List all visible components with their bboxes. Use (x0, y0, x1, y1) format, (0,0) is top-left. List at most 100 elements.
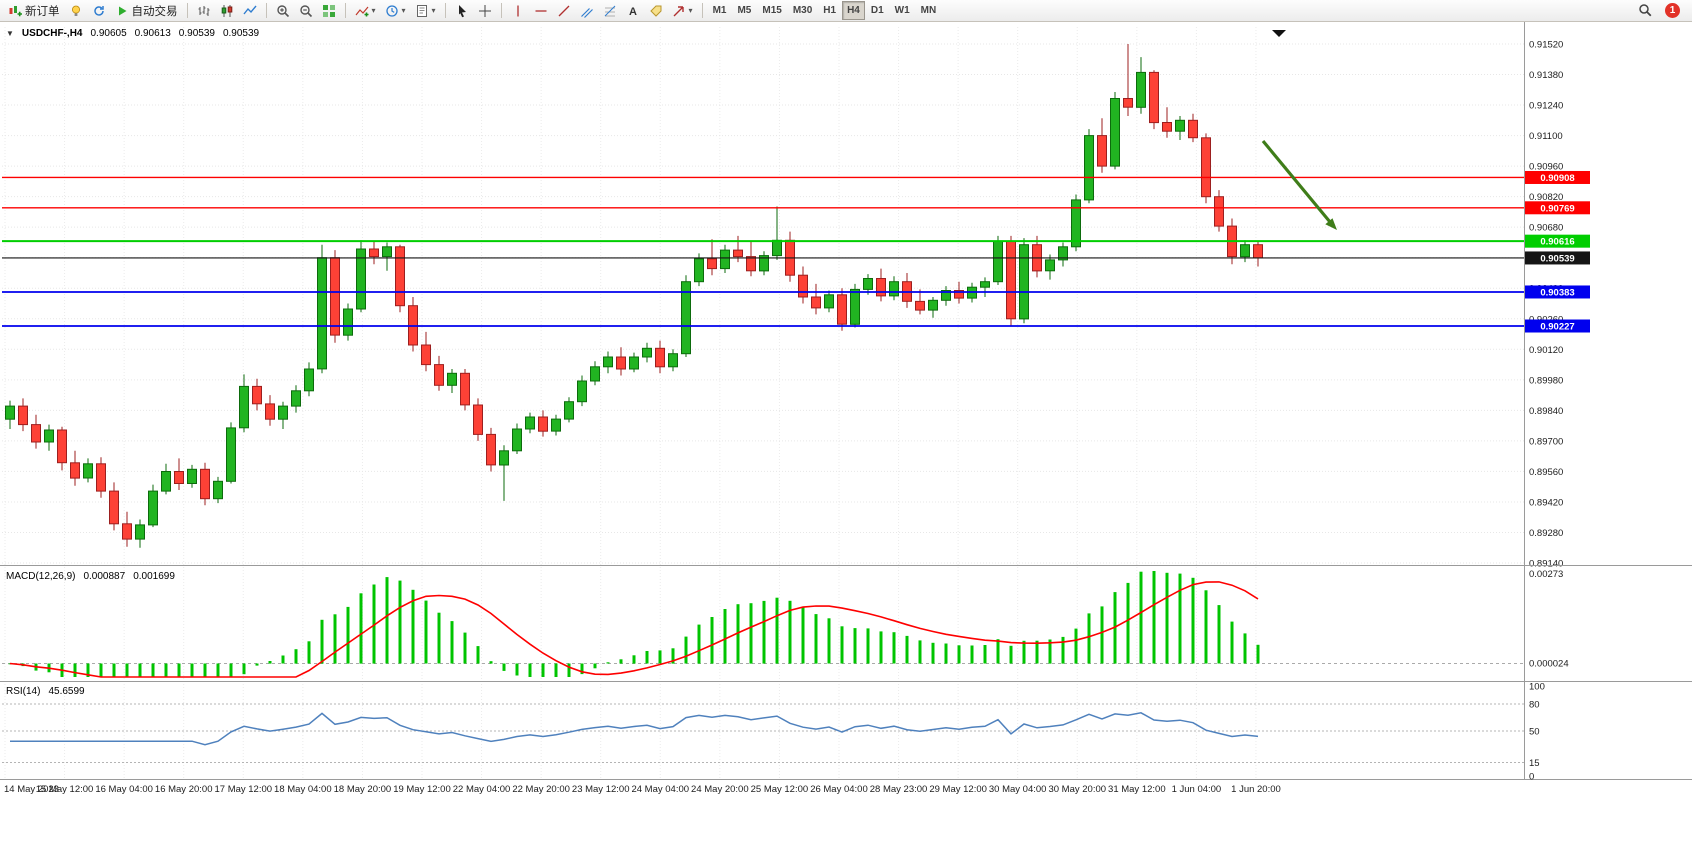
time-axis-label: 26 May 04:00 (810, 784, 868, 795)
vertical-line-button[interactable] (507, 1, 529, 20)
timeframe-m1-button[interactable]: M1 (708, 1, 732, 20)
trendline-button[interactable] (553, 1, 575, 20)
candle-body-down (1123, 98, 1133, 108)
time-axis-label: 31 May 12:00 (1108, 784, 1166, 795)
template-icon (415, 4, 429, 18)
macd-histogram-bar (736, 604, 740, 664)
time-axis-label: 28 May 23:00 (870, 784, 928, 795)
macd-histogram-bar (918, 640, 922, 664)
crosshair-button[interactable] (474, 1, 496, 20)
tile-windows-icon (322, 4, 336, 18)
line-chart-button[interactable] (239, 1, 261, 20)
tile-windows-button[interactable] (318, 1, 340, 20)
macd-histogram-bar (710, 617, 714, 664)
candle-body-down (1006, 240, 1016, 320)
candlestick-icon (220, 4, 234, 18)
candle-body-up (590, 366, 600, 382)
candle-body-up (1240, 244, 1250, 258)
quote-close: 0.90539 (222, 28, 260, 39)
candle-body-down (96, 463, 106, 492)
zoom-in-button[interactable] (272, 1, 294, 20)
candle-body-down (876, 278, 886, 297)
timeframe-d1-button[interactable]: D1 (866, 1, 889, 20)
horizontal-line-button[interactable] (530, 1, 552, 20)
expert-advisor-button[interactable] (65, 1, 87, 20)
arrow-shape-icon (672, 4, 686, 18)
text-icon: A (626, 4, 640, 18)
notification-badge[interactable]: 1 (1665, 3, 1680, 18)
shapes-button[interactable]: ▾ (668, 1, 697, 20)
candle-body-down (1097, 135, 1107, 167)
macd-axis-max-label: 0.00273 (1529, 569, 1563, 580)
candlestick-chart-button[interactable] (216, 1, 238, 20)
candle-body-up (1071, 199, 1081, 248)
cursor-button[interactable] (451, 1, 473, 20)
macd-histogram-bar (73, 663, 77, 677)
template-button[interactable]: ▾ (411, 1, 440, 20)
rsi-axis-label: 80 (1529, 700, 1540, 711)
indicators-icon (355, 4, 369, 18)
candle-body-down (915, 300, 925, 311)
macd-histogram-bar (1191, 577, 1195, 664)
candle-body-down (369, 248, 379, 258)
indicators-button[interactable]: ▾ (351, 1, 380, 20)
text-button[interactable]: A (622, 1, 644, 20)
macd-histogram-bar (346, 606, 350, 664)
candle-body-down (1214, 196, 1224, 227)
candle-body-up (356, 248, 366, 310)
macd-histogram-bar (762, 600, 766, 664)
chart-collapse-arrow[interactable]: ▼ (6, 29, 14, 38)
trendline-icon (557, 4, 571, 18)
candle-body-up (343, 308, 353, 336)
time-axis-label: 16 May 04:00 (95, 784, 153, 795)
macd-histogram-bar (333, 614, 337, 664)
timeframe-m30-button[interactable]: M30 (788, 1, 817, 20)
toolbar-separator (701, 3, 703, 18)
trend-arrow-head[interactable] (1325, 218, 1337, 230)
text-label-button[interactable] (645, 1, 667, 20)
macd-histogram-bar (1022, 640, 1026, 664)
zoom-out-button[interactable] (295, 1, 317, 20)
macd-histogram-bar (1087, 613, 1091, 664)
rsi-line (10, 712, 1259, 746)
macd-histogram-bar (1061, 636, 1065, 664)
timeframe-h1-button[interactable]: H1 (818, 1, 841, 20)
new-order-button[interactable]: 新订单 (4, 1, 64, 20)
candle-body-down (954, 290, 964, 299)
chevron-down-icon: ▾ (401, 5, 406, 15)
fibonacci-button[interactable] (599, 1, 621, 20)
macd-histogram-bar (125, 663, 129, 677)
price-axis-label: 0.89140 (1529, 559, 1563, 570)
macd-histogram-bar (489, 661, 493, 664)
timeframe-m15-button[interactable]: M15 (757, 1, 786, 20)
refresh-button[interactable] (88, 1, 110, 20)
macd-histogram-bar (86, 663, 90, 677)
search-button[interactable] (1634, 1, 1657, 20)
time-axis-label: 25 May 12:00 (751, 784, 809, 795)
trend-arrow-line[interactable] (1261, 139, 1332, 224)
channel-button[interactable] (576, 1, 598, 20)
fibonacci-icon (603, 4, 617, 18)
periods-button[interactable]: ▾ (381, 1, 410, 20)
timeframe-h4-button[interactable]: H4 (842, 1, 865, 20)
macd-histogram-bar (905, 635, 909, 664)
macd-histogram-bar (112, 663, 116, 677)
price-axis-label: 0.89700 (1529, 436, 1563, 447)
bar-chart-button[interactable] (193, 1, 215, 20)
candle-body-down (460, 372, 470, 406)
candle-body-down (746, 256, 756, 272)
macd-histogram-bar (567, 663, 571, 677)
macd-histogram-bar (996, 639, 1000, 664)
macd-histogram-bar (892, 632, 896, 664)
timeframe-w1-button[interactable]: W1 (890, 1, 915, 20)
autotrade-button[interactable]: 自动交易 (111, 1, 182, 20)
timeframe-mn-button[interactable]: MN (916, 1, 942, 20)
chart-shift-marker[interactable] (1272, 30, 1286, 37)
candle-body-up (512, 428, 522, 452)
macd-histogram-bar (138, 663, 142, 677)
support-blue-1-price-box (1525, 285, 1590, 299)
price-axis-label: 0.90820 (1529, 192, 1563, 203)
timeframe-m5-button[interactable]: M5 (732, 1, 756, 20)
macd-histogram-bar (775, 597, 779, 664)
